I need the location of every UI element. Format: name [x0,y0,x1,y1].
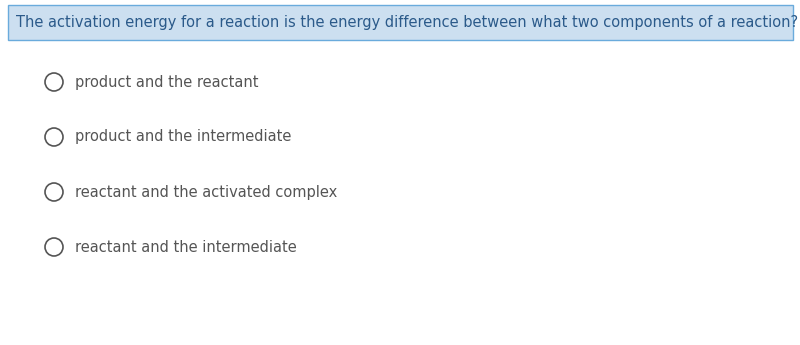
Text: product and the reactant: product and the reactant [75,75,258,89]
Text: product and the intermediate: product and the intermediate [75,129,291,145]
Text: The activation energy for a reaction is the energy difference between what two c: The activation energy for a reaction is … [16,15,798,30]
FancyBboxPatch shape [8,5,793,40]
Text: reactant and the intermediate: reactant and the intermediate [75,239,297,255]
Text: reactant and the activated complex: reactant and the activated complex [75,185,338,199]
